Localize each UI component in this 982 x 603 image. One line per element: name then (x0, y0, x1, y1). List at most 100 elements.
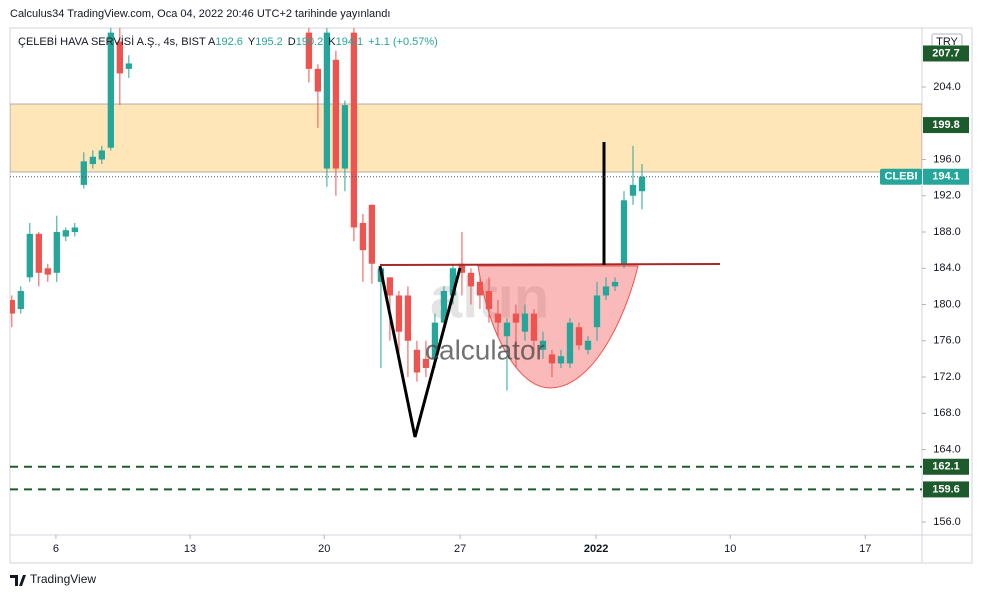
ohlc-label: D (288, 36, 296, 48)
x-tick-label: 27 (454, 543, 466, 555)
candle-body (404, 295, 412, 341)
candle-body (17, 290, 24, 310)
y-tick-label: 192.0 (933, 190, 961, 202)
candle-body (44, 268, 51, 275)
candle-body (485, 290, 493, 310)
candle-body (494, 313, 502, 323)
x-tick-label: 13 (184, 543, 196, 555)
candle-body (476, 281, 484, 296)
candle-body (26, 233, 33, 278)
candle-body (620, 200, 628, 264)
level-tag: 207.7 (932, 47, 960, 59)
ohlc-legend: A192.6 Y195.2 D190.2 K194.1 +1.1 (+0.57%) (208, 36, 438, 48)
candle-body (332, 59, 340, 169)
candle-body (539, 340, 547, 350)
currency[interactable]: TRY (936, 36, 958, 48)
candle-body (566, 322, 574, 364)
candle-body (512, 313, 520, 323)
level-tag: 162.1 (932, 461, 960, 473)
candle-body (413, 349, 421, 373)
candle-body (89, 156, 96, 165)
level-tag-bg (923, 481, 969, 498)
x-tick-label: 2022 (584, 543, 608, 555)
ohlc-label: Y (248, 36, 256, 48)
candle-body (530, 313, 538, 341)
x-tick-label: 17 (859, 543, 871, 555)
candle-body (548, 354, 556, 364)
y-tick-label: 188.0 (933, 226, 961, 238)
ohlc-value: 195.2 (255, 36, 283, 48)
candle-body (467, 272, 475, 287)
ohlc-label: A (208, 36, 216, 48)
published-note: Calculus34 TradingView.com, Oca 04, 2022… (10, 8, 390, 20)
candle-body (10, 299, 15, 314)
candle-body (80, 161, 87, 185)
candle-body (638, 176, 646, 192)
candle-body (350, 32, 358, 228)
candles (10, 28, 646, 391)
candle-body (584, 340, 592, 350)
y-tick-label: 156.0 (933, 516, 961, 528)
candle-body (98, 150, 105, 160)
y-tick-label: 180.0 (933, 298, 961, 310)
footer-logo-text: TradingView (30, 572, 96, 586)
v-pattern (378, 265, 462, 438)
x-tick-label: 10 (724, 543, 736, 555)
y-tick-label: 168.0 (933, 407, 961, 419)
ohlc-value: 192.6 (215, 36, 243, 48)
last-price-tag: 194.1 (932, 171, 960, 183)
candle-body (602, 286, 610, 296)
ohlc-value: 194.1 (336, 36, 364, 48)
candle-body (458, 263, 466, 273)
last-price-tag-bg (923, 168, 969, 185)
y-tick-label: 172.0 (933, 371, 961, 383)
candle-body (341, 105, 349, 169)
candle-body (521, 313, 529, 332)
x-tick-label: 20 (318, 543, 330, 555)
y-tick-label: 176.0 (933, 335, 961, 347)
y-tick-label: 196.0 (933, 153, 961, 165)
symbol-tag-bg (880, 168, 922, 185)
neckline (379, 263, 721, 266)
candle-body (386, 277, 394, 296)
candle-body (629, 184, 637, 196)
candle-body (422, 358, 430, 368)
ohlc-label: K (328, 36, 336, 48)
candle-body (593, 295, 601, 328)
ohlc-change: +1.1 (+0.57%) (368, 36, 438, 48)
candle-body (116, 41, 123, 74)
y-tick-label: 204.0 (933, 81, 961, 93)
candle-body (62, 230, 69, 237)
candle-body (575, 327, 583, 346)
y-tick-label: 184.0 (933, 262, 961, 274)
level-tag-bg (923, 458, 969, 475)
footer-logo (10, 575, 26, 586)
watermark: calculator (425, 334, 545, 365)
candle-body (449, 268, 457, 296)
y-tick-label: 164.0 (933, 443, 961, 455)
candle-body (395, 295, 403, 332)
candle-body (53, 232, 60, 273)
candle-body (557, 356, 565, 364)
candle-body (503, 322, 511, 337)
legend: ÇELEBİ HAVA SERVİSİ A.Ş., 4s, BIST A192.… (18, 35, 438, 48)
level-tag: 159.6 (932, 483, 960, 495)
ohlc-value: 190.2 (296, 36, 324, 48)
frame (9, 27, 973, 564)
plot: altın calculator (10, 28, 922, 438)
level-tag-bg (923, 45, 969, 62)
symbol: ÇELEBİ HAVA SERVİSİ A.Ş., 4s, BIST (18, 35, 206, 48)
candle-body (611, 281, 619, 287)
x-tick-label: 6 (53, 543, 59, 555)
zone (10, 103, 922, 173)
candle-body (71, 227, 78, 233)
candle-body (305, 32, 313, 69)
candle-body (314, 68, 322, 92)
candle-body (107, 32, 114, 148)
level-tag-bg (923, 117, 969, 134)
candle-body (368, 204, 376, 264)
candle-body (431, 322, 439, 359)
candle-body (359, 222, 367, 251)
candle-body (35, 233, 42, 273)
